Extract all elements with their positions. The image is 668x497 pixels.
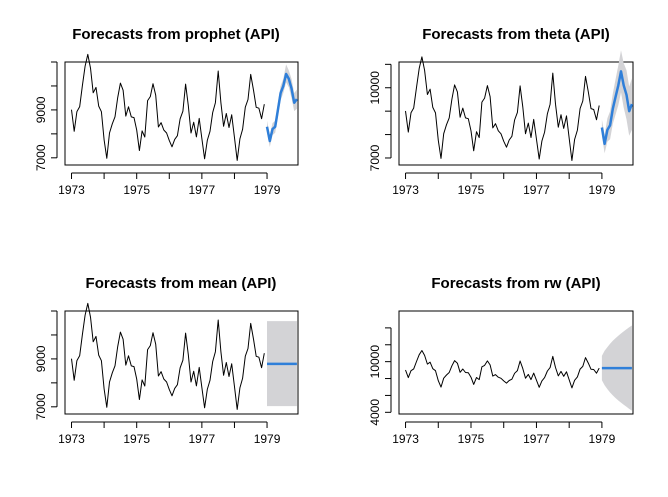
history-line-layer: [405, 56, 600, 161]
plot-frame: [398, 310, 634, 415]
y-tick-label: 7000: [368, 144, 382, 171]
x-tick-label: 1979: [589, 183, 616, 197]
y-axis: 7000 9000: [34, 310, 58, 420]
y-tick-label: 10000: [368, 71, 382, 105]
x-tick-label: 1979: [254, 432, 281, 446]
panel-rw: Forecasts from rw (API) 1973 1975 1977 1979…: [368, 275, 634, 446]
x-tick-label: 1977: [189, 432, 216, 446]
history-line-layer: [71, 302, 265, 410]
x-tick-label: 1973: [58, 183, 85, 197]
y-tick-label: 4000: [368, 399, 382, 426]
history-series-line: [71, 53, 265, 161]
history-series-line: [405, 56, 600, 161]
history-line-layer: [71, 53, 265, 161]
x-axis: 1973 1975 1977 1979: [58, 421, 281, 446]
y-tick-label: 9000: [34, 96, 48, 123]
x-tick-label: 1973: [392, 183, 419, 197]
x-tick-label: 1975: [458, 183, 485, 197]
plot-frame: [64, 310, 299, 415]
x-tick-label: 1977: [189, 183, 216, 197]
history-series-line: [71, 302, 265, 410]
y-axis: 4000 10000: [368, 327, 392, 426]
y-tick-label: 7000: [34, 144, 48, 171]
x-axis: 1973 1975 1977 1979: [392, 421, 616, 446]
x-tick-label: 1975: [123, 183, 150, 197]
y-tick-label: 9000: [34, 345, 48, 372]
forecast-mean-line: [600, 70, 634, 146]
x-tick-label: 1973: [392, 432, 419, 446]
panel-title: Forecasts from prophet (API): [72, 26, 280, 43]
x-tick-label: 1979: [589, 432, 616, 446]
y-tick-label: 7000: [34, 393, 48, 420]
x-axis: 1973 1975 1977 1979: [392, 172, 616, 197]
x-tick-label: 1975: [458, 432, 485, 446]
forecast-mean-line: [265, 72, 298, 143]
x-tick-label: 1977: [523, 183, 550, 197]
x-tick-label: 1973: [58, 432, 85, 446]
panel-title: Forecasts from rw (API): [431, 275, 600, 292]
panel-title: Forecasts from theta (API): [422, 26, 610, 43]
x-tick-label: 1979: [254, 183, 281, 197]
y-axis: 7000 10000: [368, 63, 392, 171]
y-tick-label: 10000: [368, 345, 382, 379]
panel-title: Forecasts from mean (API): [86, 275, 277, 292]
x-tick-label: 1975: [123, 432, 150, 446]
x-axis: 1973 1975 1977 1979: [58, 172, 281, 197]
y-axis: 7000 9000: [34, 61, 58, 171]
panel-theta: Forecasts from theta (API) 1973 1975 1977 1…: [368, 26, 634, 197]
forecast-line-layer: [265, 72, 298, 143]
history-series-line: [405, 350, 600, 389]
panel-prophet: Forecasts from prophet (API) 1973 1975 197…: [34, 26, 299, 197]
history-line-layer: [405, 350, 600, 389]
plot-frame: [64, 61, 299, 166]
forecast-line-layer: [600, 70, 634, 146]
plot-frame: [398, 61, 634, 166]
panel-mean: Forecasts from mean (API) 1973 1975 1977 19…: [34, 275, 299, 446]
x-tick-label: 1977: [523, 432, 550, 446]
